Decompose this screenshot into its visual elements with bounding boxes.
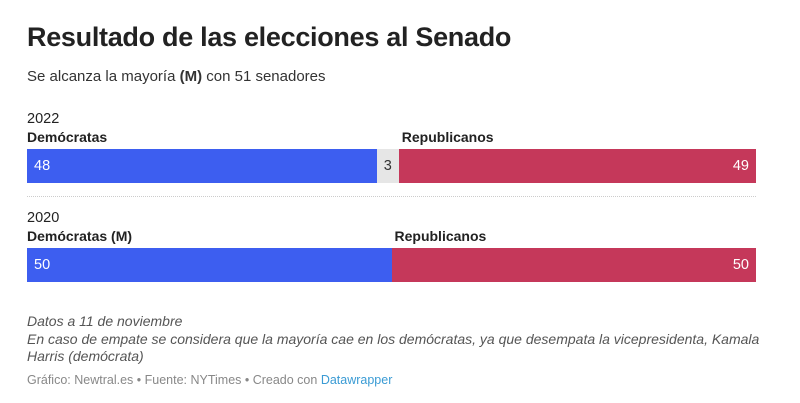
group-divider [27,196,756,197]
footer-credits: Gráfico: Newtral.es • Fuente: NYTimes • … [27,373,321,387]
stacked-bar: 48 3 49 [27,149,756,183]
dem-label: Demócratas (M) [27,228,133,244]
group-2022: 2022 Demócratas Republicanos 48 3 49 [27,111,756,183]
group-2020: 2020 Demócratas (M) Republicanos 50 50 [27,210,756,282]
bar-segment-dem: 50 [27,248,392,282]
chart-subtitle: Se alcanza la mayoría (M) con 51 senador… [27,68,326,85]
rep-label: Republicanos [401,129,494,145]
year-label: 2022 [27,111,60,127]
bar-segment-rep: 50 [391,248,756,282]
stacked-bar: 50 50 [27,248,756,282]
chart-title: Resultado de las elecciones al Senado [27,22,512,52]
subtitle-text-end: con 51 senadores [202,68,326,85]
bar-segment-other: 3 [376,149,399,183]
year-label: 2020 [27,210,60,226]
note-tie: En caso de empate se considera que la ma… [27,330,760,365]
bar-segment-rep: 49 [398,149,756,183]
note-date: Datos a 11 de noviembre [27,313,183,329]
subtitle-bold: (M) [179,68,203,85]
rep-label: Republicanos [394,228,487,244]
datawrapper-link[interactable]: Datawrapper [320,373,393,387]
bar-segment-dem: 48 [27,149,377,183]
chart-notes: Datos a 11 de noviembre En caso de empat… [27,313,767,366]
chart-footer: Gráfico: Newtral.es • Fuente: NYTimes • … [27,373,392,387]
subtitle-text: Se alcanza la mayoría [27,68,180,85]
dem-label: Demócratas [27,129,108,145]
